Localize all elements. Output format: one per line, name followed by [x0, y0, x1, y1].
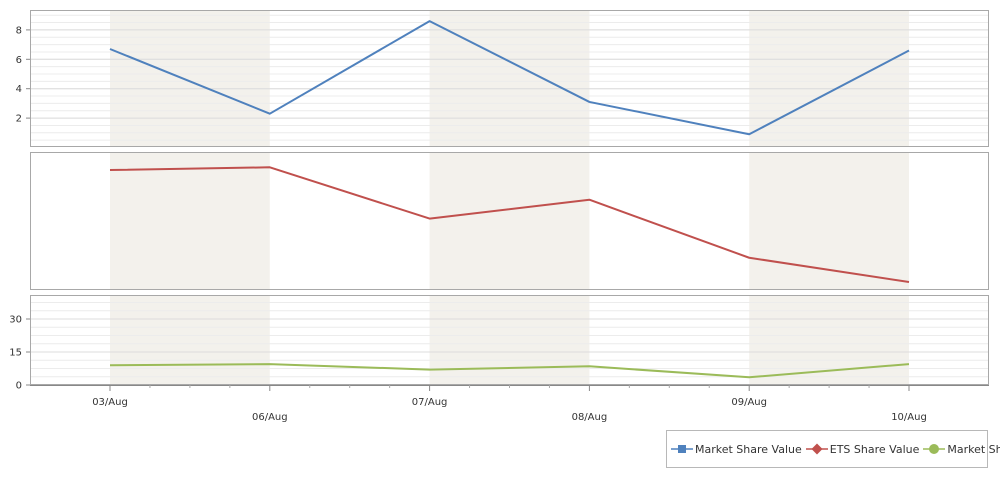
pane-band [429, 152, 590, 290]
pane-band [110, 152, 270, 290]
legend-item: ETS Share Value [805, 442, 920, 456]
diamond-icon [805, 443, 828, 455]
y-tick-label: 8 [16, 25, 22, 36]
pane-band [429, 10, 590, 147]
legend-item: Market Share [923, 443, 1000, 456]
y-tick-label: 30 [9, 315, 22, 326]
legend-item: Market Share Value [671, 443, 802, 456]
pane-band [429, 295, 590, 385]
legend-label: ETS Share Value [829, 442, 920, 456]
x-tick-label: 08/Aug [572, 412, 608, 423]
square-icon [671, 445, 693, 453]
x-tick-label: 07/Aug [412, 397, 448, 408]
x-tick-label: 06/Aug [252, 412, 288, 423]
x-tick-label: 09/Aug [731, 397, 767, 408]
pane-band [749, 10, 909, 147]
pane-border [30, 10, 989, 147]
legend-label: Market Share Value [695, 442, 802, 456]
y-tick-label: 15 [9, 348, 22, 359]
x-tick-label: 03/Aug [92, 397, 128, 408]
y-tick-label: 2 [16, 114, 22, 125]
line-chart: 2 4 6 8 0 15 30 03/Aug 06/Aug 07/Aug 08/Aug 09/Aug 1… [9, 10, 989, 423]
pane-border [30, 152, 989, 290]
series-line-1 [109, 20, 910, 136]
y-tick-label: 6 [16, 55, 22, 66]
legend-label: Market Share [947, 442, 1000, 456]
circle-icon [923, 444, 946, 454]
x-tick-label: 10/Aug [891, 412, 927, 423]
y-tick-label: 4 [16, 84, 22, 95]
pane-band [110, 295, 270, 385]
legend: Market Share Value ETS Share Value Market … [666, 430, 1000, 468]
y-tick-label: 0 [16, 381, 22, 392]
pane-band [110, 10, 270, 147]
pane-band [749, 152, 909, 290]
pane-border [30, 295, 989, 385]
series-line-2 [109, 166, 910, 284]
series-line-3 [109, 363, 910, 379]
